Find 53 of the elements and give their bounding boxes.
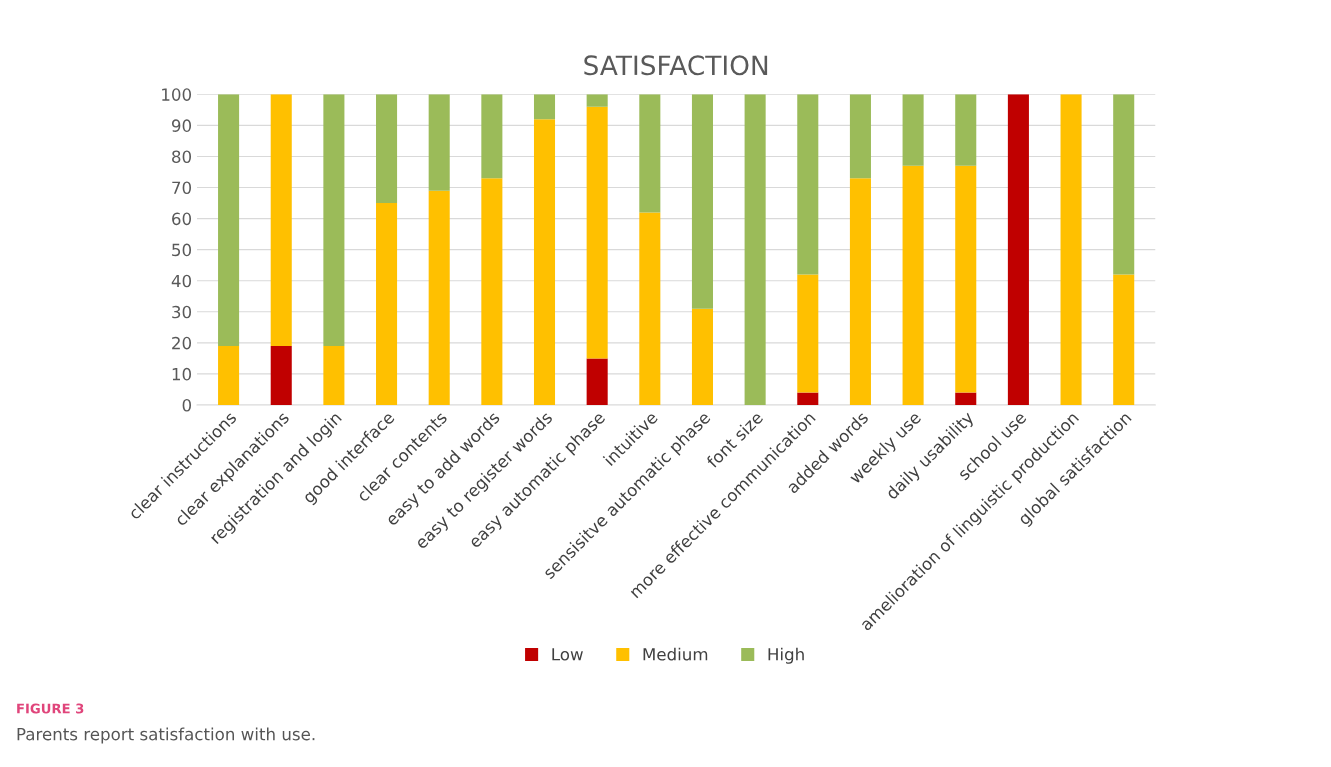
bar bbox=[323, 94, 345, 346]
bar bbox=[428, 190, 450, 405]
bar bbox=[481, 178, 503, 405]
y-tick-label: 20 bbox=[172, 336, 192, 350]
bar bbox=[376, 203, 398, 405]
bar bbox=[902, 94, 924, 166]
bar bbox=[218, 94, 240, 346]
bar bbox=[323, 345, 345, 405]
bar bbox=[691, 308, 714, 405]
bar bbox=[1113, 274, 1135, 405]
bar bbox=[586, 358, 608, 405]
y-tick-label: 0 bbox=[182, 398, 192, 412]
bar bbox=[849, 178, 871, 405]
y-tick-label: 90 bbox=[171, 119, 192, 132]
bar bbox=[428, 94, 450, 191]
caption: FIGURE 3 bbox=[17, 703, 84, 714]
bar bbox=[744, 94, 766, 405]
legend-label: Medium bbox=[643, 647, 708, 661]
bar bbox=[218, 345, 240, 405]
legend-label: High bbox=[768, 647, 804, 664]
bar bbox=[797, 392, 819, 405]
bar bbox=[533, 94, 556, 120]
y-tick-label: 30 bbox=[172, 305, 192, 319]
legend-label: Low bbox=[552, 648, 583, 661]
bar bbox=[1113, 94, 1135, 275]
y-tick-label: 100 bbox=[162, 88, 192, 101]
bar bbox=[586, 94, 608, 107]
bar bbox=[902, 165, 924, 405]
bar bbox=[270, 345, 292, 405]
bar bbox=[1007, 94, 1029, 405]
y-tick-label: 10 bbox=[172, 367, 192, 381]
bar bbox=[639, 212, 661, 405]
bar bbox=[955, 392, 977, 405]
bar bbox=[586, 106, 608, 359]
bar bbox=[1060, 94, 1082, 405]
text: Parents report satisfaction with use. bbox=[17, 727, 315, 744]
y-tick-label: 60 bbox=[172, 212, 192, 226]
bar bbox=[797, 274, 819, 393]
y-tick-label: 50 bbox=[172, 243, 192, 257]
bar bbox=[481, 94, 503, 179]
bar bbox=[691, 94, 714, 309]
chart-title: SATISFACTION bbox=[584, 55, 768, 76]
y-tick-label: 80 bbox=[172, 150, 192, 164]
bar bbox=[376, 94, 398, 204]
bar bbox=[849, 94, 871, 179]
y-tick-label: 40 bbox=[171, 274, 192, 288]
bar bbox=[955, 94, 977, 166]
y-tick-label: 70 bbox=[172, 181, 192, 195]
bar bbox=[639, 94, 661, 213]
bar bbox=[955, 165, 977, 393]
bar bbox=[797, 94, 819, 275]
bar bbox=[533, 119, 556, 405]
bar bbox=[270, 94, 292, 346]
